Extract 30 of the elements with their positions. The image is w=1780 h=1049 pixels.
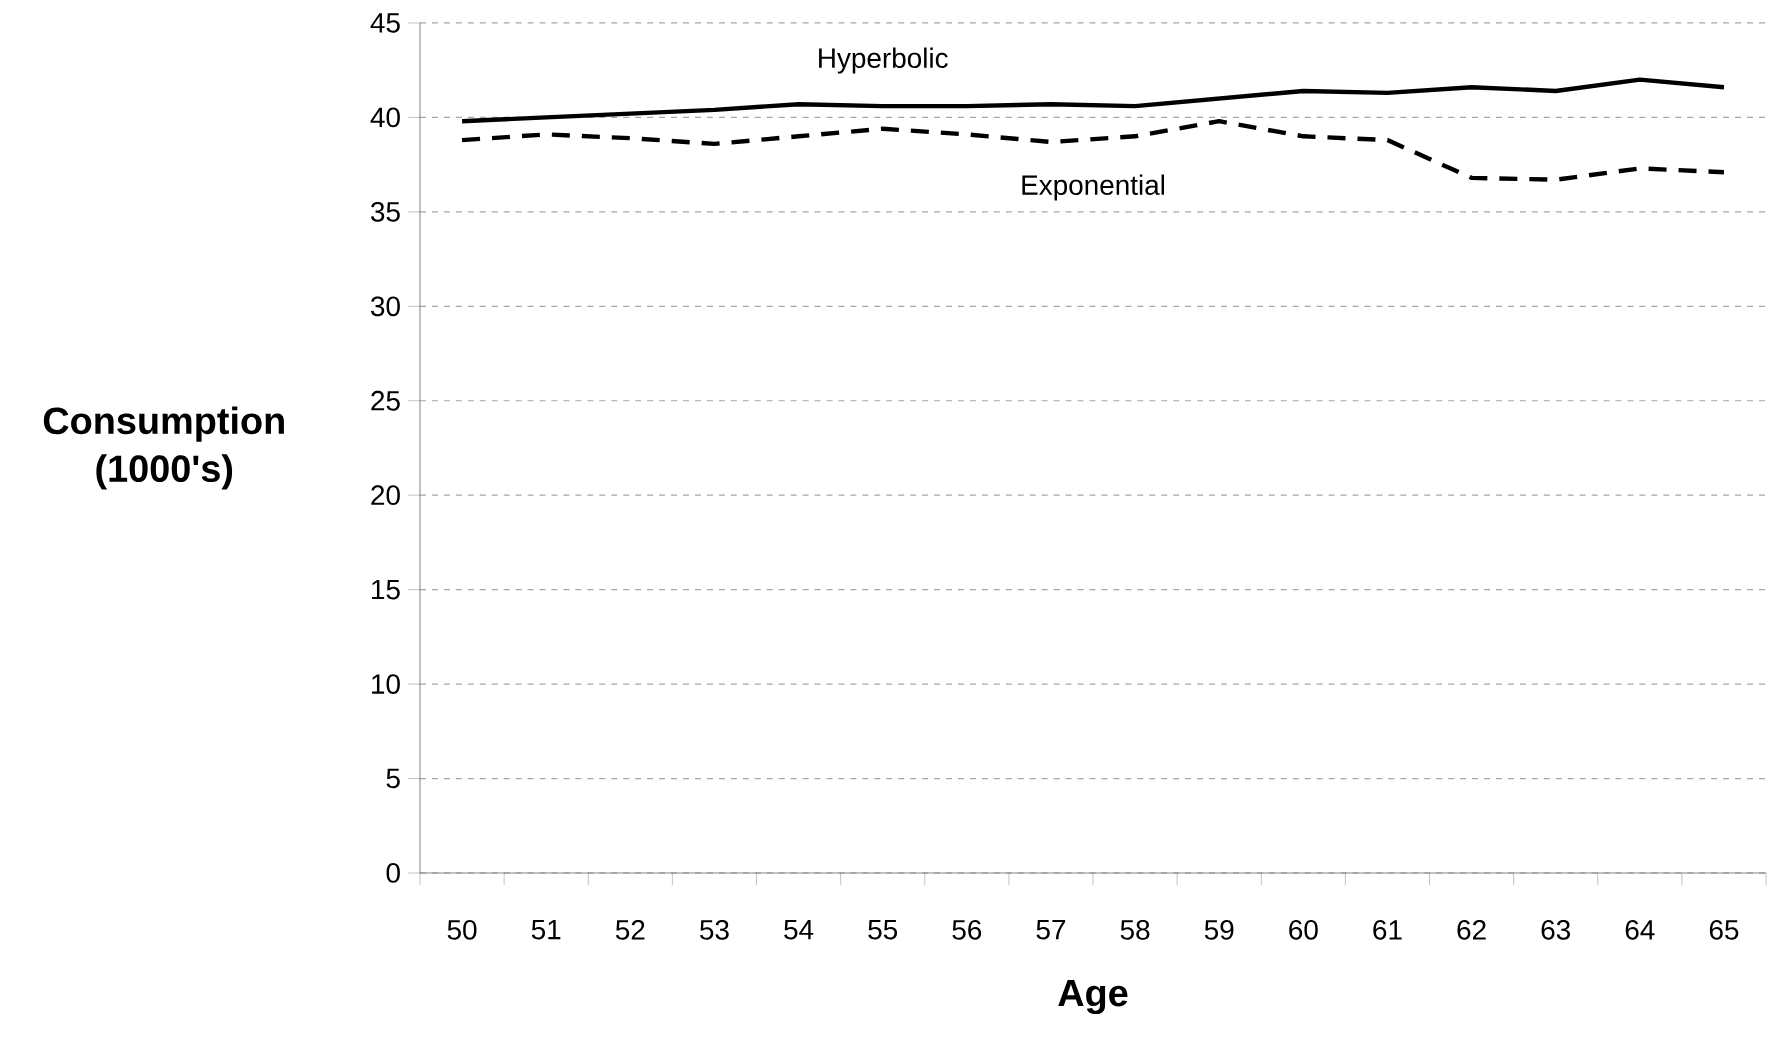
x-axis-title: Age — [1058, 980, 1128, 1015]
x-tick-label: 53 — [700, 920, 729, 940]
y-tick-label: 40 — [370, 107, 400, 128]
y-tick-label: 20 — [371, 485, 400, 506]
y-tick-label: 10 — [372, 674, 400, 694]
y-tick-label: 5 — [386, 768, 400, 789]
x-tick-label: 65 — [1709, 920, 1739, 940]
x-tick-label: 58 — [1120, 920, 1150, 940]
y-tick-label: 30 — [371, 296, 400, 317]
x-tick-label: 63 — [1541, 920, 1570, 940]
x-tick-label: 55 — [868, 920, 898, 940]
x-tick-label: 54 — [784, 920, 814, 940]
x-tick-label: 56 — [952, 920, 982, 940]
y-tick-label: 0 — [386, 863, 400, 883]
x-tick-label: 52 — [615, 920, 645, 940]
x-tick-label: 60 — [1289, 920, 1318, 940]
x-tick-label: 59 — [1204, 920, 1234, 940]
y-tick-label: 45 — [370, 13, 400, 33]
x-tick-label: 50 — [447, 920, 477, 940]
y-tick-label: 35 — [371, 201, 400, 222]
x-tick-label: 62 — [1457, 920, 1486, 940]
x-tick-label: 57 — [1036, 920, 1066, 940]
x-tick-label: 64 — [1625, 920, 1655, 940]
x-tick-label: 51 — [531, 920, 561, 940]
series-label: Hyperbolic — [819, 47, 948, 74]
y-tick-label: 15 — [372, 579, 400, 600]
series-label: Exponential — [1022, 174, 1165, 201]
y-axis-title: Consumption (1000's) — [43, 406, 284, 490]
x-tick-label: 61 — [1373, 920, 1402, 940]
y-tick-label: 25 — [371, 390, 400, 411]
